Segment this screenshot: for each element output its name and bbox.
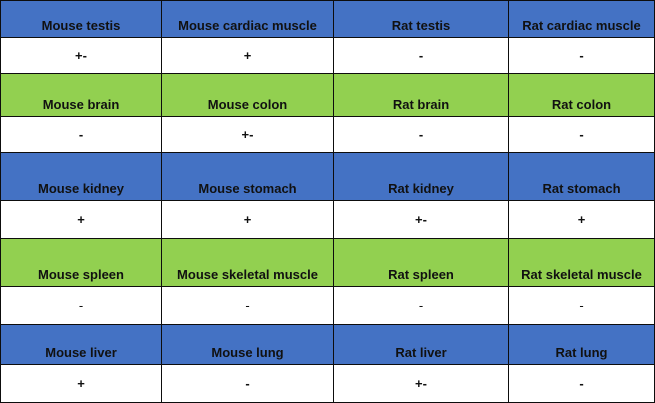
expression-value-cell: + <box>509 201 655 239</box>
expression-value-cell: - <box>509 117 655 153</box>
expression-value-cell: - <box>334 117 509 153</box>
tissue-label-cell: Rat brain <box>334 74 509 117</box>
tissue-header-row: Mouse spleen Mouse skeletal muscle Rat spl… <box>0 239 655 287</box>
expression-value-cell: - <box>162 365 334 403</box>
expression-value-cell: - <box>509 287 655 325</box>
expression-value-cell: +- <box>334 365 509 403</box>
expression-value-cell: - <box>0 117 162 153</box>
tissue-label-cell: Mouse skeletal muscle <box>162 239 334 287</box>
expression-value-cell: + <box>0 201 162 239</box>
tissue-label-cell: Rat lung <box>509 325 655 365</box>
expression-value-cell: +- <box>334 201 509 239</box>
tissue-label-cell: Rat spleen <box>334 239 509 287</box>
tissue-label-cell: Mouse cardiac muscle <box>162 1 334 38</box>
expression-value-cell: + <box>0 365 162 403</box>
expression-value-cell: +- <box>162 117 334 153</box>
tissue-label-cell: Rat skeletal muscle <box>509 239 655 287</box>
tissue-label-cell: Mouse brain <box>0 74 162 117</box>
expression-value-cell: - <box>334 287 509 325</box>
tissue-label-cell: Mouse spleen <box>0 239 162 287</box>
expression-value-row: +-+-- <box>0 365 655 403</box>
expression-value-cell: - <box>0 287 162 325</box>
expression-value-cell: +- <box>0 38 162 74</box>
expression-value-cell: + <box>162 201 334 239</box>
tissue-label-cell: Rat cardiac muscle <box>509 1 655 38</box>
expression-value-row: +-+-- <box>0 38 655 74</box>
tissue-label-cell: Rat kidney <box>334 153 509 201</box>
tissue-label-cell: Rat colon <box>509 74 655 117</box>
tissue-label-cell: Rat testis <box>334 1 509 38</box>
tissue-label-cell: Rat liver <box>334 325 509 365</box>
tissue-label-cell: Mouse kidney <box>0 153 162 201</box>
tissue-label-cell: Mouse stomach <box>162 153 334 201</box>
tissue-label-cell: Rat stomach <box>509 153 655 201</box>
expression-value-row: ---- <box>0 287 655 325</box>
tissue-header-row: Mouse brain Mouse colon Rat brain Rat colon <box>0 74 655 117</box>
expression-value-row: - +- - - <box>0 117 655 153</box>
expression-value-row: + + +- + <box>0 201 655 239</box>
tissue-header-row: Mouse liver Mouse lung Rat liver Rat lung <box>0 325 655 365</box>
expression-value-cell: - <box>162 287 334 325</box>
expression-value-cell: - <box>509 38 655 74</box>
tissue-header-row: Mouse testis Mouse cardiac muscle Rat test… <box>0 0 655 38</box>
tissue-label-cell: Mouse lung <box>162 325 334 365</box>
expression-value-cell: + <box>162 38 334 74</box>
expression-value-cell: - <box>509 365 655 403</box>
tissue-label-cell: Mouse testis <box>0 1 162 38</box>
tissue-label-cell: Mouse liver <box>0 325 162 365</box>
tissue-header-row: Mouse kidney Mouse stomach Rat kidney Rat s… <box>0 153 655 201</box>
tissue-label-cell: Mouse colon <box>162 74 334 117</box>
expression-value-cell: - <box>334 38 509 74</box>
